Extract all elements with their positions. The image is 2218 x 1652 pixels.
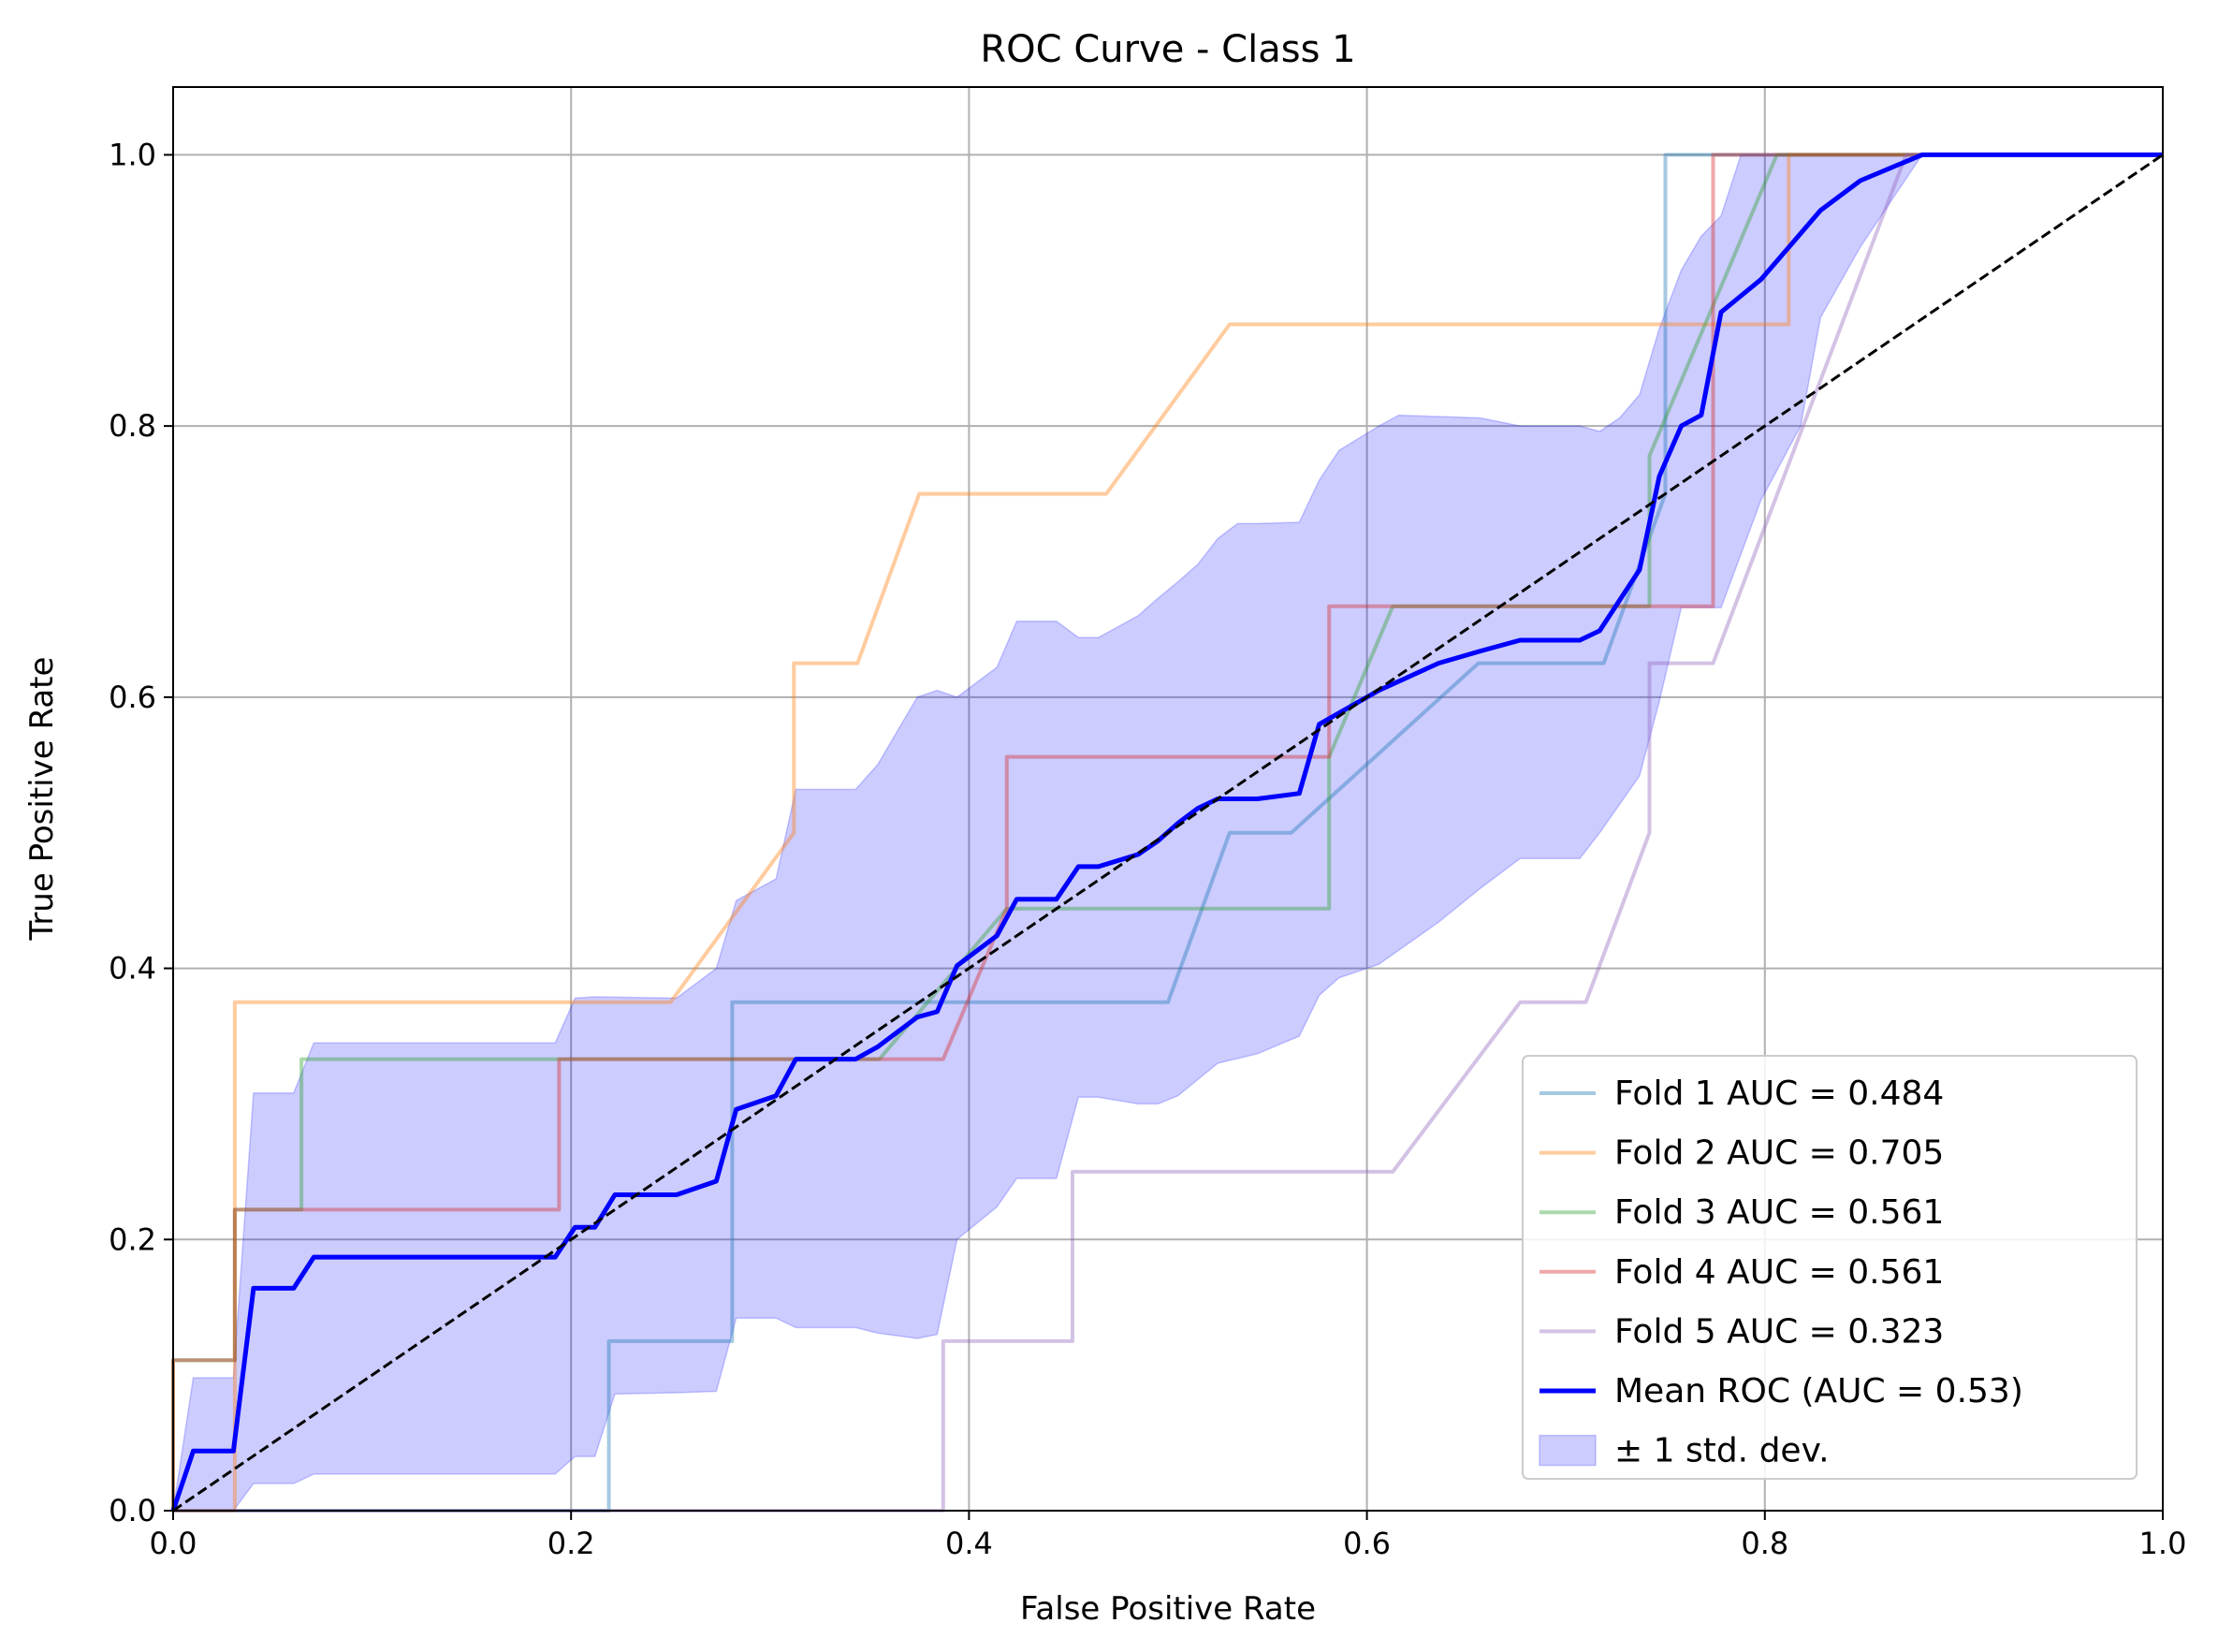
y-tick-label: 0.4	[109, 951, 156, 987]
legend-entry-label: Fold 1 AUC = 0.484	[1614, 1075, 1944, 1113]
y-tick-label: 0.6	[109, 680, 156, 715]
x-tick-label: 0.6	[1343, 1526, 1391, 1561]
series-layer	[170, 152, 2164, 1513]
legend-entry-label: Fold 3 AUC = 0.561	[1614, 1193, 1944, 1232]
legend-entry-label: Mean ROC (AUC = 0.53)	[1614, 1372, 2023, 1411]
y-tick-label: 0.2	[109, 1221, 156, 1257]
fold-2-roc-line	[173, 153, 2163, 1513]
y-axis-label: True Positive Rate	[23, 657, 61, 942]
legend: Fold 1 AUC = 0.484 Fold 2 AUC = 0.705 Fold…	[1522, 1055, 2138, 1480]
fold-5-roc-line	[173, 153, 2163, 1513]
x-tick-label: 0.4	[945, 1526, 993, 1561]
chart-title: ROC Curve - Class 1	[980, 28, 1355, 71]
legend-entry-label: Fold 2 AUC = 0.705	[1614, 1134, 1944, 1173]
x-axis-label: False Positive Rate	[1020, 1590, 1316, 1628]
fold-4-roc-line	[171, 153, 2163, 1511]
legend-swatch-band	[1539, 1434, 1597, 1467]
legend-entry-label: Fold 4 AUC = 0.561	[1614, 1253, 1944, 1292]
y-tick-label: 1.0	[109, 137, 156, 172]
grid	[172, 87, 2164, 1512]
chance-diagonal-line	[172, 154, 2164, 1513]
legend-box	[1522, 1055, 2138, 1480]
y-tick-label: 0.0	[109, 1493, 156, 1528]
legend-entry-label: Fold 5 AUC = 0.323	[1614, 1312, 1944, 1351]
x-tick-label: 0.0	[150, 1526, 197, 1561]
x-tick-label: 0.2	[547, 1526, 595, 1561]
axis-ticks: 0.0 0.2 0.4 0.6 0.8 1.0 0.0 0.2 0.4 0.6 0.8 1.0	[109, 137, 2186, 1561]
legend-entry-label: ± 1 std. dev.	[1614, 1432, 1830, 1470]
plot-frame	[172, 86, 2164, 1512]
x-tick-label: 1.0	[2139, 1526, 2187, 1561]
x-tick-label: 0.8	[1741, 1526, 1788, 1561]
y-tick-label: 0.8	[109, 408, 156, 444]
